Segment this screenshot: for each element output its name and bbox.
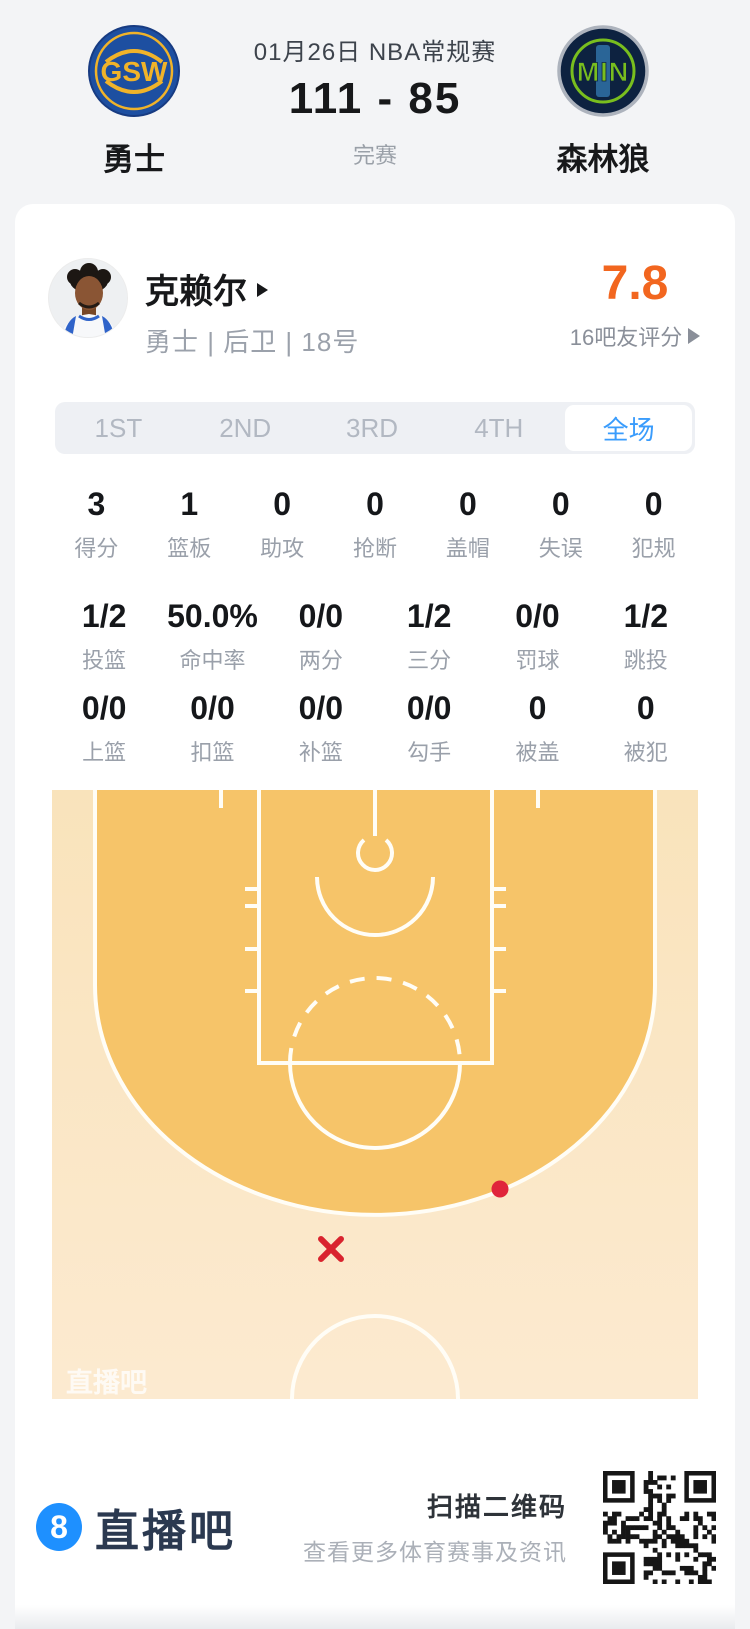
stat-blocked: 0 被盖 bbox=[515, 690, 560, 765]
arrow-right-icon bbox=[688, 328, 701, 344]
player-photo-icon bbox=[49, 259, 127, 337]
away-team-name: 森林狼 bbox=[556, 142, 650, 177]
rating-caption: 16吧友评分 bbox=[569, 325, 683, 350]
stat-2pt: 0/0 两分 bbox=[298, 598, 344, 673]
stat-fouls: 0 犯规 bbox=[631, 486, 676, 561]
stat-steals: 0 抢断 bbox=[353, 486, 398, 561]
bottom-divider bbox=[15, 1605, 735, 1629]
brand-name: 直播吧 bbox=[95, 1507, 236, 1556]
match-header: GSW MIN 01月26日 NBA常规赛 111 - 85 完赛 勇士 森林狼 bbox=[0, 0, 750, 204]
footer: 8 直播吧 扫描二维码 查看更多体育赛事及资讯 bbox=[15, 1462, 735, 1592]
rating-block[interactable]: 7.8 16吧友评分 bbox=[560, 256, 710, 352]
quarter-tabbar: 1ST 2ND 3RD 4TH 全场 bbox=[55, 402, 695, 454]
stats-row-shot-types: 0/0 上篮 0/0 扣篮 0/0 补篮 0/0 勾手 0 被盖 0 被犯 bbox=[50, 690, 700, 767]
rating-value: 7.8 bbox=[601, 257, 669, 310]
stat-putback: 0/0 补篮 bbox=[298, 690, 344, 765]
tab-2nd[interactable]: 2ND bbox=[219, 412, 272, 443]
court-watermark: 直播吧 bbox=[66, 1368, 147, 1398]
player-avatar[interactable] bbox=[48, 258, 128, 338]
tab-3rd[interactable]: 3RD bbox=[345, 412, 398, 443]
stats-row-shooting: 1/2 投篮 50.0% 命中率 0/0 两分 1/2 三分 0/0 罚球 1/… bbox=[50, 598, 700, 675]
svg-text:MIN: MIN bbox=[577, 57, 630, 87]
svg-text:GSW: GSW bbox=[101, 56, 168, 87]
player-stats-card: 克赖尔 勇士 | 后卫 | 18号 7.8 16吧友评分 1ST 2ND 3RD… bbox=[15, 204, 735, 1629]
stat-blocks: 0 盖帽 bbox=[445, 486, 490, 561]
min-logo-icon: MIN bbox=[557, 25, 649, 117]
made-shot-marker bbox=[491, 1180, 509, 1198]
stat-layup: 0/0 上篮 bbox=[81, 690, 127, 765]
qr-subtitle: 查看更多体育赛事及资讯 bbox=[303, 1539, 567, 1565]
zhibo8-logo-icon: 8 bbox=[36, 1503, 82, 1551]
stat-hook: 0/0 勾手 bbox=[406, 690, 452, 765]
match-score: 111 - 85 bbox=[288, 74, 462, 123]
missed-shot-marker bbox=[318, 1236, 344, 1262]
tab-1st[interactable]: 1ST bbox=[94, 412, 143, 443]
tab-4th[interactable]: 4TH bbox=[474, 412, 524, 443]
stat-3pt: 1/2 三分 bbox=[406, 598, 452, 673]
shot-markers bbox=[318, 1180, 509, 1262]
chevron-right-icon bbox=[257, 283, 268, 297]
player-name: 克赖尔 bbox=[145, 272, 247, 311]
player-info-line: 勇士 | 后卫 | 18号 bbox=[145, 327, 360, 357]
tab-full-game[interactable]: 全场 bbox=[565, 405, 692, 451]
stat-rebounds: 1 篮板 bbox=[167, 486, 212, 561]
home-team-name: 勇士 bbox=[103, 142, 165, 177]
stats-row-basic: 3 得分 1 篮板 0 助攻 0 抢断 0 盖帽 0 失误 0 犯规 bbox=[50, 486, 700, 563]
stat-ft: 0/0 罚球 bbox=[515, 598, 560, 673]
stat-jumpshot: 1/2 跳投 bbox=[623, 598, 669, 673]
qr-title: 扫描二维码 bbox=[426, 1492, 567, 1522]
home-team-logo: GSW bbox=[88, 25, 180, 117]
match-status: 完赛 bbox=[352, 143, 397, 168]
shot-chart-court: 直播吧 bbox=[52, 790, 698, 1484]
qr-text-block: 扫描二维码 查看更多体育赛事及资讯 bbox=[303, 1487, 567, 1567]
stat-dunk: 0/0 扣篮 bbox=[190, 690, 235, 765]
away-team-logo: MIN bbox=[557, 25, 649, 117]
stat-assists: 0 助攻 bbox=[260, 486, 305, 561]
match-date: 01月26日 NBA常规赛 bbox=[253, 39, 497, 66]
qr-code bbox=[603, 1470, 716, 1584]
stat-fouled: 0 被犯 bbox=[623, 690, 668, 765]
stat-turnovers: 0 失误 bbox=[538, 486, 583, 561]
stat-fg: 1/2 投篮 bbox=[81, 598, 127, 673]
stat-fg-pct: 50.0% 命中率 bbox=[167, 598, 258, 673]
gsw-logo-icon: GSW bbox=[88, 25, 180, 117]
stat-points: 3 得分 bbox=[74, 486, 119, 561]
player-name-row[interactable]: 克赖尔 bbox=[145, 268, 268, 311]
court-icon: 直播吧 bbox=[52, 790, 698, 1484]
